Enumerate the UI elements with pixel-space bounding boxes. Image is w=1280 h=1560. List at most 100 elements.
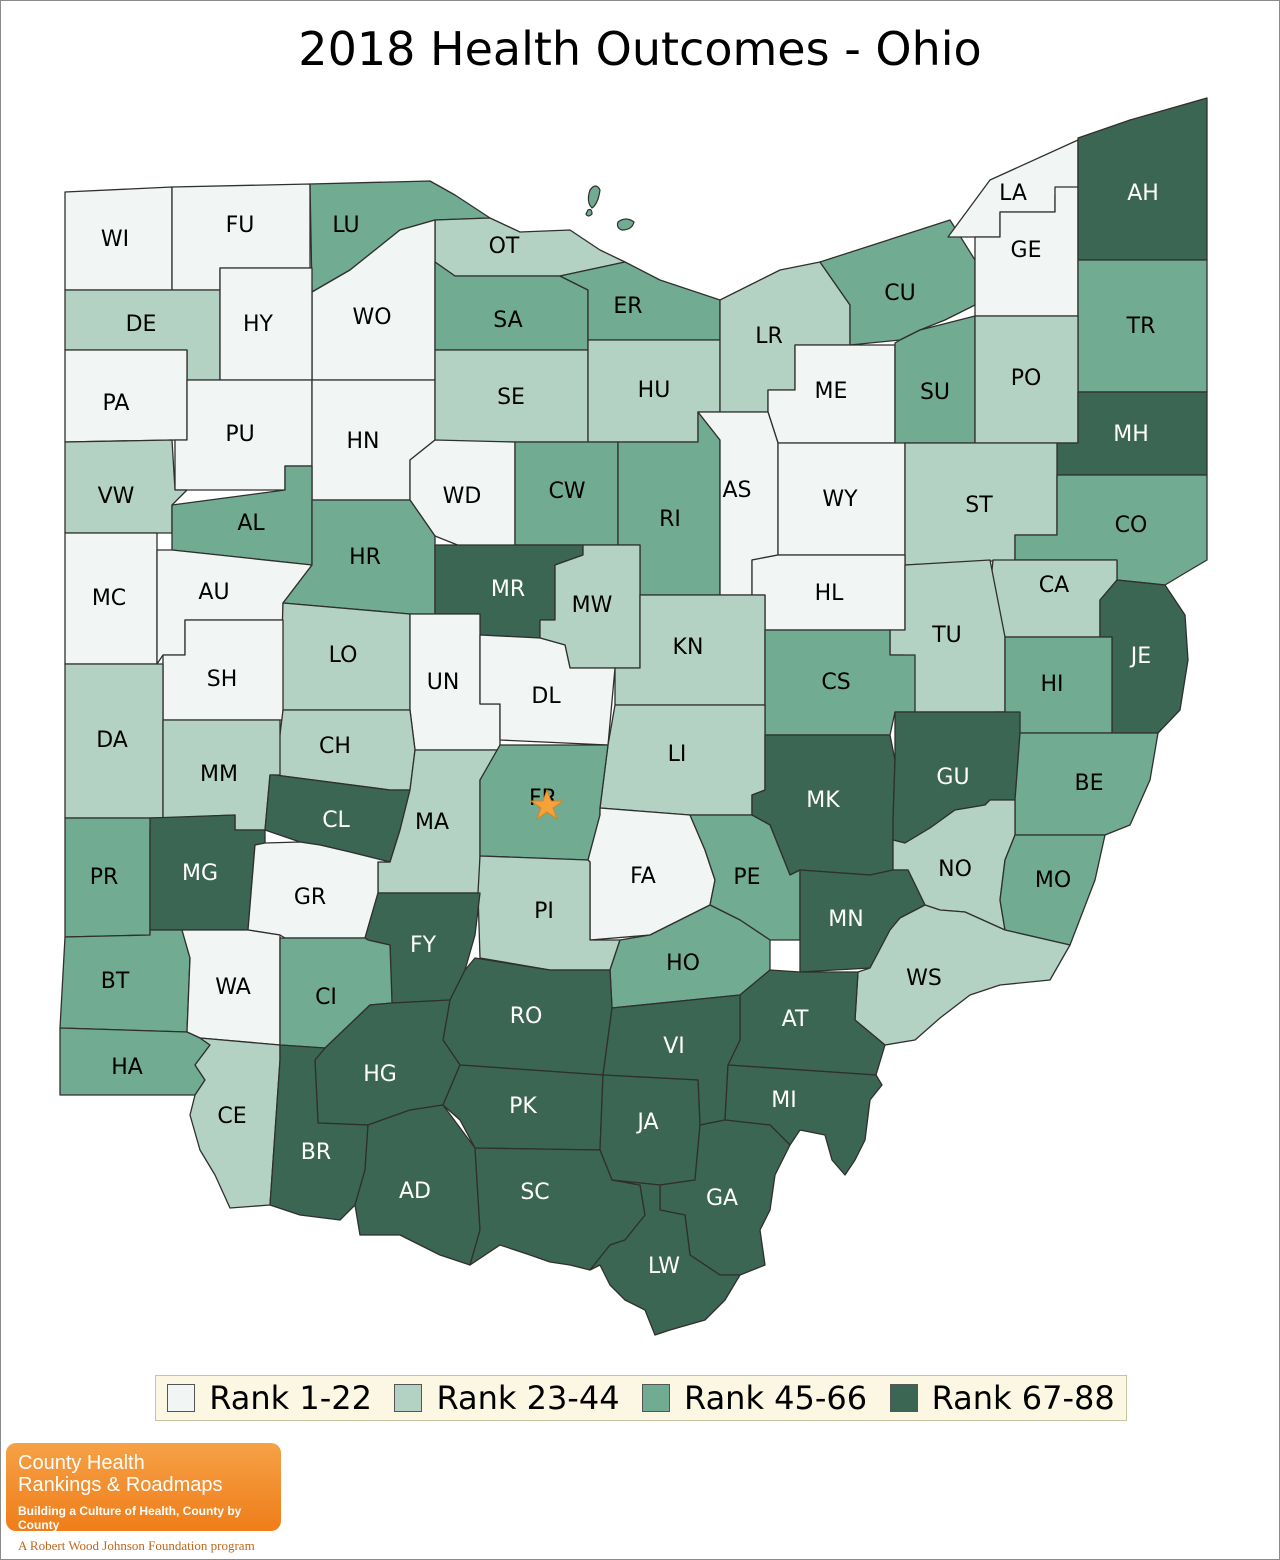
- county-label-ot: OT: [489, 234, 520, 259]
- county-label-as: AS: [722, 478, 751, 503]
- county-label-ad: AD: [399, 1179, 431, 1204]
- county-label-hu: HU: [638, 378, 671, 403]
- county-label-at: AT: [782, 1007, 809, 1032]
- legend-label: Rank 23-44: [436, 1379, 620, 1417]
- logo-line-2: Rankings & Roadmaps: [18, 1474, 223, 1496]
- county-label-ma: MA: [415, 810, 449, 835]
- county-label-su: SU: [920, 380, 950, 405]
- county-label-fy: FY: [410, 933, 437, 958]
- county-label-sh: SH: [207, 667, 238, 692]
- county-label-vi: VI: [663, 1034, 685, 1059]
- county-label-kn: KN: [673, 635, 704, 660]
- county-label-cu: CU: [884, 281, 915, 306]
- county-label-pe: PE: [733, 865, 760, 890]
- county-label-hr: HR: [349, 545, 381, 570]
- legend-item-rank-1-22: Rank 1-22: [167, 1379, 372, 1417]
- county-label-pk: PK: [509, 1094, 537, 1119]
- county-label-la: LA: [999, 181, 1027, 206]
- county-label-ja: JA: [635, 1110, 658, 1135]
- island-3: [585, 208, 593, 217]
- county-label-ho: HO: [666, 951, 700, 976]
- county-label-me: ME: [815, 379, 848, 404]
- county-label-sa: SA: [493, 308, 522, 333]
- county-label-pa: PA: [103, 391, 130, 416]
- county-label-mg: MG: [182, 861, 218, 886]
- county-lw[interactable]: [589, 1179, 741, 1336]
- county-label-hn: HN: [347, 429, 380, 454]
- county-cu[interactable]: [819, 219, 976, 346]
- rwjf-byline: A Robert Wood Johnson Foundation program: [18, 1538, 255, 1553]
- county-label-un: UN: [427, 670, 460, 695]
- county-label-wo: WO: [352, 305, 391, 330]
- county-label-wd: WD: [443, 484, 482, 509]
- county-label-lu: LU: [332, 213, 359, 238]
- county-label-hy: HY: [243, 312, 274, 337]
- county-label-ce: CE: [217, 1104, 246, 1129]
- county-label-au: AU: [198, 580, 229, 605]
- county-label-cw: CW: [548, 479, 585, 504]
- county-label-mm: MM: [200, 762, 238, 787]
- county-label-mk: MK: [806, 788, 840, 813]
- legend-swatch: [642, 1384, 671, 1412]
- county-label-co: CO: [1115, 513, 1148, 538]
- county-label-wi: WI: [101, 227, 129, 252]
- county-ot[interactable]: [434, 217, 626, 277]
- legend: Rank 1-22 Rank 23-44 Rank 45-66 Rank 67-…: [155, 1375, 1127, 1421]
- legend-label: Rank 67-88: [931, 1379, 1115, 1417]
- county-label-de: DE: [126, 312, 157, 337]
- county-label-br: BR: [301, 1140, 331, 1165]
- map-title: 2018 Health Outcomes - Ohio: [298, 22, 982, 76]
- county-label-mw: MW: [572, 593, 613, 618]
- county-label-wa: WA: [215, 975, 251, 1000]
- chrr-logo[interactable]: County Health Rankings & Roadmaps Buildi…: [6, 1443, 281, 1532]
- county-label-no: NO: [938, 857, 972, 882]
- county-labels-layer: WI FU LU OT WO DE HY SA ER PA PU HN SE HU LR CU LA GE AH TR…: [90, 181, 1159, 1279]
- county-label-wy: WY: [822, 487, 858, 512]
- county-label-li: LI: [668, 742, 687, 767]
- county-label-bt: BT: [101, 969, 130, 994]
- county-label-tu: TU: [931, 623, 962, 648]
- legend-label: Rank 45-66: [684, 1379, 868, 1417]
- county-label-al: AL: [237, 511, 265, 536]
- county-label-pu: PU: [225, 422, 254, 447]
- county-label-dl: DL: [531, 684, 561, 709]
- counties-layer: [59, 97, 1208, 1336]
- county-label-ch: CH: [319, 734, 351, 759]
- county-label-po: PO: [1011, 366, 1042, 391]
- county-label-mn: MN: [828, 907, 863, 932]
- county-label-hg: HG: [363, 1062, 397, 1087]
- county-label-ah: AH: [1127, 181, 1159, 206]
- county-label-lo: LO: [329, 643, 358, 668]
- county-ad[interactable]: [354, 1104, 481, 1266]
- county-label-ga: GA: [706, 1186, 738, 1211]
- legend-item-rank-45-66: Rank 45-66: [642, 1379, 867, 1417]
- county-label-fa: FA: [630, 864, 656, 889]
- county-label-je: JE: [1129, 644, 1151, 669]
- county-label-mo: MO: [1035, 868, 1071, 893]
- county-label-vw: VW: [98, 484, 135, 509]
- county-label-se: SE: [497, 385, 525, 410]
- legend-label: Rank 1-22: [209, 1379, 372, 1417]
- county-label-pi: PI: [534, 899, 554, 924]
- county-label-mc: MC: [92, 586, 126, 611]
- county-label-cs: CS: [821, 670, 850, 695]
- county-ah[interactable]: [1077, 97, 1208, 261]
- county-label-fu: FU: [226, 213, 255, 238]
- county-label-ri: RI: [659, 507, 681, 532]
- county-label-lw: LW: [648, 1254, 680, 1279]
- county-label-ws: WS: [906, 966, 942, 991]
- county-label-ge: GE: [1011, 238, 1042, 263]
- county-label-ca: CA: [1039, 573, 1069, 598]
- county-ca[interactable]: [989, 559, 1118, 638]
- county-label-tr: TR: [1126, 314, 1156, 339]
- legend-swatch: [394, 1384, 423, 1412]
- county-label-cl: CL: [322, 808, 350, 833]
- county-label-da: DA: [96, 728, 128, 753]
- island-2: [616, 218, 635, 231]
- county-label-ci: CI: [315, 985, 337, 1010]
- county-label-ha: HA: [111, 1055, 143, 1080]
- county-dl[interactable]: [479, 634, 616, 746]
- highlight-star-icon: [529, 788, 565, 821]
- island-1: [587, 185, 601, 209]
